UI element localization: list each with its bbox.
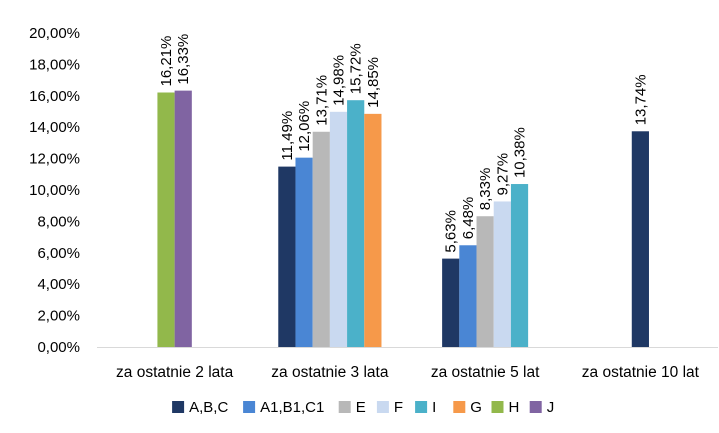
x-axis-ticks: za ostatnie 2 lata za ostatnie 3 lata za o… <box>116 364 700 381</box>
data-label: 16,33% <box>175 34 192 85</box>
legend-swatch <box>491 401 504 413</box>
legend-swatch <box>338 401 351 413</box>
bar <box>631 131 649 347</box>
y-axis-ticks: 0,00% 2,00% 4,00% 6,00% 8,00% 10,00% 12,00% 14,… <box>29 25 80 356</box>
data-label: 14,98% <box>330 55 347 106</box>
y-tick-label: 0,00% <box>37 339 80 356</box>
bar <box>442 258 460 347</box>
bar <box>476 216 494 347</box>
bar <box>295 157 313 347</box>
legend-swatch <box>529 401 542 413</box>
y-tick-label: 10,00% <box>29 182 80 199</box>
legend-label: F <box>394 399 403 416</box>
y-tick-label: 8,00% <box>37 213 80 230</box>
legend-swatch <box>243 401 256 413</box>
y-tick-label: 4,00% <box>37 276 80 293</box>
legend-item: A1,B1,C1 <box>243 399 324 416</box>
data-label: 10,38% <box>512 127 529 178</box>
y-tick-label: 20,00% <box>29 25 80 42</box>
legend-label: J <box>547 399 555 416</box>
data-label: 6,48% <box>460 197 477 240</box>
legend-label: I <box>432 399 436 416</box>
y-tick-label: 18,00% <box>29 56 80 73</box>
bar <box>312 131 330 347</box>
bar <box>510 184 529 347</box>
bar <box>459 245 477 347</box>
x-tick-label: za ostatnie 5 lat <box>431 364 540 381</box>
legend-item: I <box>415 399 436 416</box>
legend-label: H <box>509 399 520 416</box>
legend-item: F <box>376 399 403 416</box>
data-label: 8,33% <box>477 168 494 211</box>
bar <box>174 90 192 347</box>
legend: A,B,C A1,B1,C1 E F I G H J <box>172 399 554 416</box>
data-label: 5,63% <box>443 210 460 253</box>
legend-label: E <box>356 399 366 416</box>
data-labels: 16,21% 16,33% 11,49% 12,06%13,71% 14,98% 15,7… <box>158 34 649 253</box>
bar <box>347 100 365 347</box>
legend-item: A,B,C <box>172 399 228 416</box>
data-label: 12,06% <box>296 101 313 152</box>
data-label: 15,72% <box>348 43 365 94</box>
y-tick-label: 16,00% <box>29 88 80 105</box>
bar <box>493 201 511 347</box>
y-tick-label: 14,00% <box>29 119 80 136</box>
data-label: 16,21% <box>158 36 175 87</box>
legend-item: J <box>529 399 555 416</box>
y-tick-label: 6,00% <box>37 245 80 262</box>
x-tick-label: za ostatnie 2 lata <box>116 364 234 381</box>
legend-label: A1,B1,C1 <box>260 399 324 416</box>
y-tick-label: 12,00% <box>29 151 80 168</box>
data-label: 11,49% <box>279 111 296 161</box>
data-label: 13,71% <box>313 75 330 126</box>
data-label: 13,74% <box>632 74 649 125</box>
bar <box>364 113 382 347</box>
legend-label: G <box>470 399 482 416</box>
legend-item: E <box>338 399 366 416</box>
legend-swatch <box>415 401 428 413</box>
legend-swatch <box>172 401 185 413</box>
legend-item: G <box>453 399 482 416</box>
data-label: 14,85% <box>365 57 382 108</box>
y-tick-label: 2,00% <box>37 308 80 325</box>
bar <box>157 92 175 348</box>
bar <box>329 111 348 348</box>
legend-item: H <box>491 399 520 416</box>
bar <box>278 166 296 347</box>
legend-swatch <box>453 401 466 413</box>
bars <box>157 90 649 348</box>
legend-swatch <box>376 401 389 413</box>
data-label: 9,27% <box>494 153 511 196</box>
x-tick-label: za ostatnie 3 lata <box>271 364 389 381</box>
x-tick-label: za ostatnie 10 lat <box>582 364 700 381</box>
legend-label: A,B,C <box>189 399 228 416</box>
